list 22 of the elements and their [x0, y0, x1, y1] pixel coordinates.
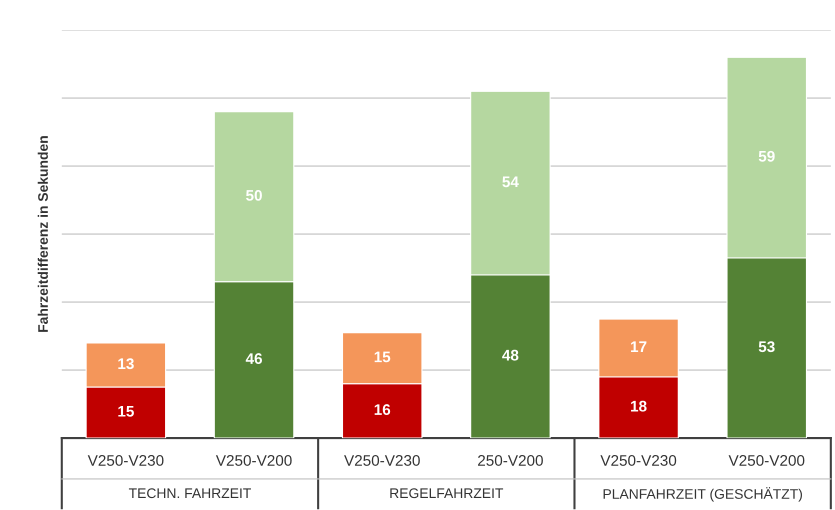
- data-label: 17: [631, 341, 646, 352]
- data-label: 50: [246, 190, 262, 201]
- data-label: 13: [118, 358, 134, 370]
- x-tick-label: V250-V200: [216, 455, 292, 466]
- x-tick-label: V250-V230: [344, 455, 420, 466]
- x-tick-label: V250-V200: [728, 455, 804, 466]
- data-label: 16: [374, 404, 390, 415]
- x-tick-label: 250-V200: [478, 455, 543, 466]
- x-tick-label: V250-V230: [600, 455, 676, 466]
- text: REGELFAHRZEIT: [390, 488, 504, 498]
- data-label: 54: [502, 176, 519, 188]
- data-label: 46: [246, 353, 262, 364]
- y-axis-title: Fahrzeitdifferenz in Sekunden: [38, 136, 48, 332]
- data-label: 53: [758, 341, 775, 352]
- data-label: 18: [631, 400, 647, 412]
- x-tick-label: V250-V230: [88, 455, 164, 466]
- data-label: 15: [374, 352, 390, 362]
- text: TECHN. FAHRZEIT: [128, 488, 251, 498]
- text: PLANFAHRZEIT (GESCHÄTZT): [604, 487, 802, 502]
- data-label: 15: [118, 406, 134, 417]
- data-label: 59: [758, 150, 775, 162]
- data-label: 48: [502, 350, 518, 361]
